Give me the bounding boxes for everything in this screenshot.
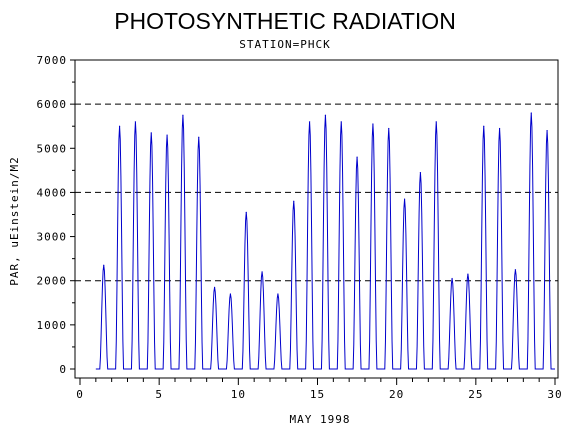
daily-peak-point — [498, 127, 501, 130]
daily-peak-point — [451, 277, 453, 280]
chart-title: PHOTOSYNTHETIC RADIATION — [114, 8, 456, 34]
x-tick-label: 20 — [389, 388, 404, 401]
daily-peak-point — [118, 125, 121, 127]
daily-peak-point — [388, 127, 390, 130]
x-tick-label: 25 — [468, 388, 483, 401]
daily-peak-point — [213, 286, 216, 288]
y-tick-label: 6000 — [37, 98, 68, 111]
daily-peak-point — [293, 200, 295, 202]
daily-peak-point — [530, 112, 532, 114]
y-tick-label: 0 — [59, 363, 67, 376]
x-tick-label: 30 — [547, 388, 562, 401]
daily-peak-point — [277, 293, 279, 295]
daily-peak-point — [229, 293, 232, 295]
chart-subtitle: STATION=PHCK — [239, 38, 330, 51]
daily-peak-point — [166, 134, 168, 136]
reference-lines — [75, 103, 558, 282]
daily-peak-point — [419, 171, 422, 174]
daily-peak-point — [546, 130, 548, 132]
daily-peak-point — [103, 264, 105, 266]
daily-peak-point — [198, 136, 200, 138]
y-tick-label: 5000 — [37, 142, 68, 155]
x-tick-label: 10 — [231, 388, 246, 401]
daily-peak-point — [403, 198, 406, 200]
plot-area-frame — [74, 59, 559, 379]
y-tick-label: 7000 — [37, 54, 68, 67]
daily-peak-point — [308, 121, 311, 123]
series-par — [95, 112, 555, 370]
x-tick-label: 0 — [76, 388, 84, 401]
daily-peak-point — [356, 156, 358, 158]
daily-peak-point — [261, 271, 263, 273]
series-line — [95, 112, 555, 370]
x-tick-label: 15 — [310, 388, 325, 401]
daily-peak-point — [245, 211, 247, 213]
daily-peak-point — [483, 125, 485, 127]
daily-peak-point — [324, 114, 327, 116]
y-tick-label: 3000 — [37, 231, 68, 244]
x-tick-label: 5 — [155, 388, 163, 401]
daily-peak-point — [435, 121, 437, 123]
daily-peak-point — [340, 121, 342, 123]
y-tick-label: 1000 — [37, 319, 68, 332]
daily-peak-point — [467, 273, 469, 275]
daily-peak-point — [514, 269, 517, 271]
daily-peak-point — [182, 114, 184, 116]
y-tick-label: 4000 — [37, 186, 68, 199]
y-axis: 0 1000 2000 3000 4000 5000 6000 7000 — [37, 54, 75, 376]
x-axis: 0 5 10 15 20 25 30 — [76, 378, 562, 401]
y-tick-label: 2000 — [37, 275, 68, 288]
x-axis-label: MAY 1998 — [290, 413, 351, 426]
daily-peak-point — [150, 132, 152, 134]
daily-peak-point — [372, 123, 374, 125]
y-axis-label: PAR, uEinstein/M2 — [8, 156, 21, 286]
daily-peak-point — [134, 121, 137, 123]
